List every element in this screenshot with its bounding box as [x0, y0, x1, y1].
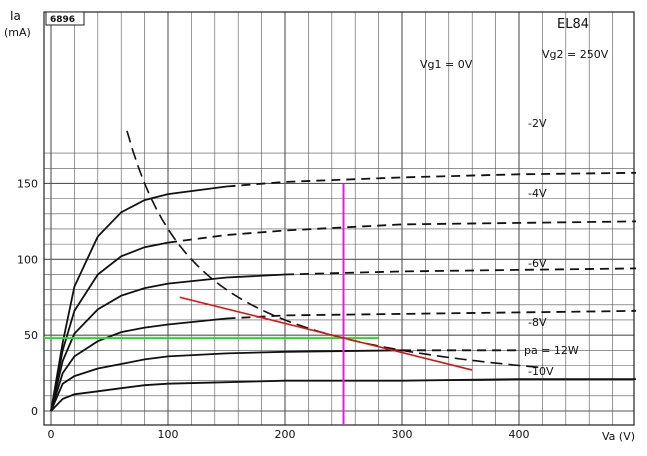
curve-label: -10V — [528, 365, 554, 378]
curve-dashed-segment — [167, 220, 637, 244]
curve-solid-segment — [50, 241, 169, 412]
curve-dashed-segment — [226, 171, 637, 188]
x-tick-label: 200 — [275, 428, 296, 441]
curve-dashed-segment — [284, 267, 637, 276]
curve-solid-segment — [50, 317, 227, 412]
y-axis-unit: (mA) — [4, 26, 31, 39]
tick-label-layer: 0 100 200 300 400 0 50 100 150 — [17, 177, 530, 441]
grid — [44, 12, 634, 425]
curve-solid-segment — [50, 185, 227, 412]
curve-label: -2V — [528, 117, 547, 130]
y-tick-label: 100 — [17, 253, 38, 266]
curve-label: -8V — [528, 316, 547, 329]
dissipation-label: pa = 12W — [524, 344, 579, 357]
curve-label: Vg1 = 0V — [420, 58, 473, 71]
overlay-layer — [44, 183, 473, 425]
y-tick-label: 150 — [17, 177, 38, 190]
y-tick-label: 0 — [31, 405, 38, 418]
curve-dashed-segment — [226, 310, 637, 320]
tube-name: EL84 — [557, 17, 589, 32]
x-tick-label: 300 — [392, 428, 413, 441]
curve-label: -6V — [528, 257, 547, 270]
code-box — [45, 11, 85, 26]
x-tick-label: 0 — [48, 428, 55, 441]
plot-frame — [43, 11, 635, 426]
curve-layer: Vg1 = 0V -2V -4V -6V -8V -10V — [50, 58, 637, 412]
x-tick-label: 400 — [509, 428, 530, 441]
curve-solid-segment — [50, 378, 636, 412]
chart-code: 6896 — [50, 15, 75, 25]
load-line — [179, 296, 473, 371]
screen-voltage-label: Vg2 = 250V — [542, 48, 609, 61]
x-tick-label: 100 — [158, 428, 179, 441]
curve-solid-segment — [50, 273, 286, 412]
x-axis-label: Va (V) — [602, 430, 635, 443]
max-dissipation-curve — [126, 130, 543, 369]
y-tick-label: 50 — [24, 329, 38, 342]
y-axis-label: Ia — [10, 9, 21, 23]
curve-solid-segment — [50, 349, 403, 412]
curve-label: -4V — [528, 187, 547, 200]
